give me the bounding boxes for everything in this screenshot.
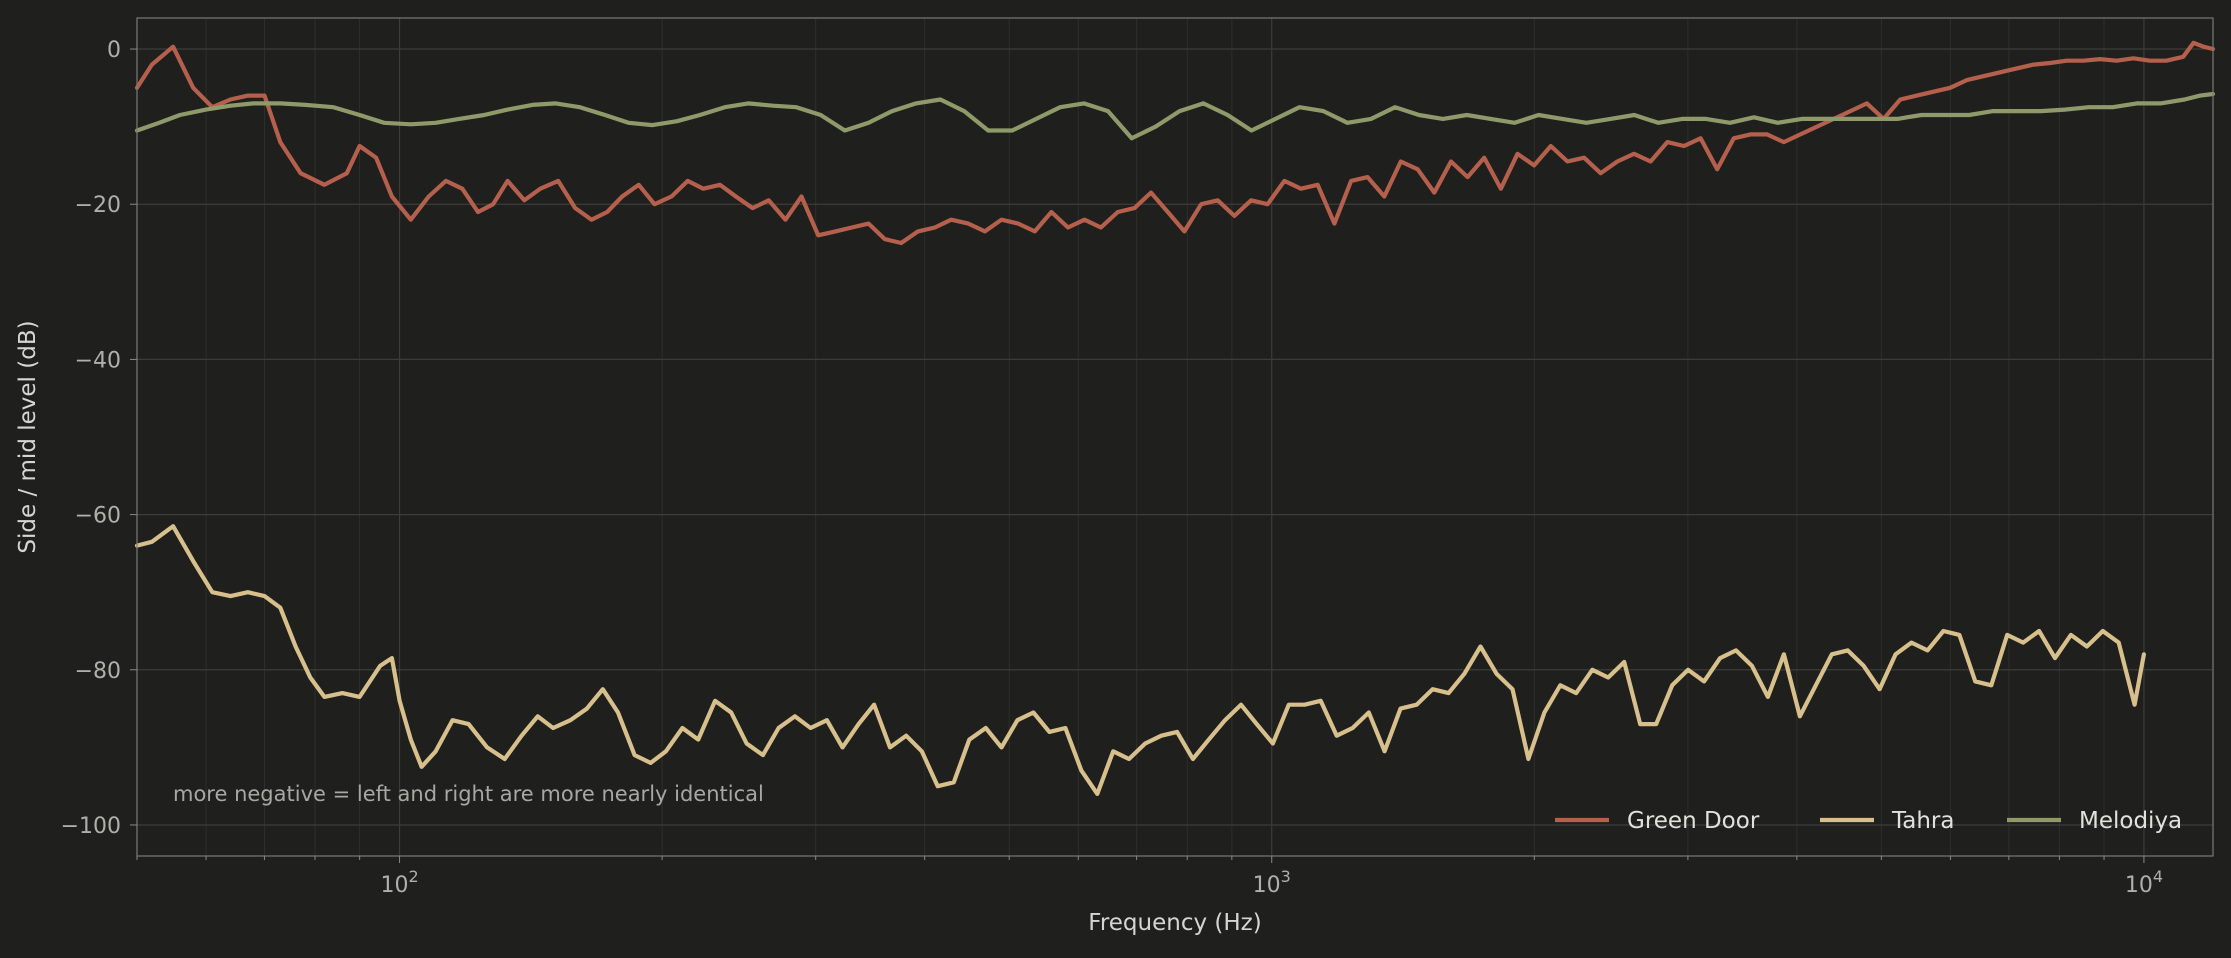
x-tick-label: 103 [1253, 867, 1291, 898]
y-tick-label: −60 [75, 504, 121, 529]
grid [136, 18, 2213, 856]
legend-label: Tahra [1891, 808, 1954, 834]
series-line-green-door [134, 40, 2216, 246]
annotation-text: more negative = left and right are more … [173, 782, 764, 806]
legend-label: Melodiya [2079, 808, 2182, 834]
series-line-melodiya [134, 91, 2216, 141]
y-tick-label: −100 [61, 814, 121, 839]
x-tick-label: 102 [380, 867, 418, 898]
y-tick-label: 0 [107, 38, 121, 63]
y-tick-label: −20 [75, 193, 121, 218]
legend-label: Green Door [1627, 808, 1760, 834]
y-axis-label: Side / mid level (dB) [15, 320, 41, 553]
series-lines [134, 40, 2216, 796]
axis-ticks: 0 −20 −40 −60 −80 −100 102 103 104 [61, 38, 2163, 898]
series-line-tahra [134, 524, 2146, 796]
y-tick-label: −40 [75, 348, 121, 373]
x-axis-label: Frequency (Hz) [1088, 910, 1261, 936]
plot-frame [136, 17, 2214, 857]
y-tick-label: −80 [75, 659, 121, 684]
legend: Green Door Tahra Melodiya [1555, 808, 2182, 834]
x-tick-label: 104 [2125, 867, 2163, 898]
